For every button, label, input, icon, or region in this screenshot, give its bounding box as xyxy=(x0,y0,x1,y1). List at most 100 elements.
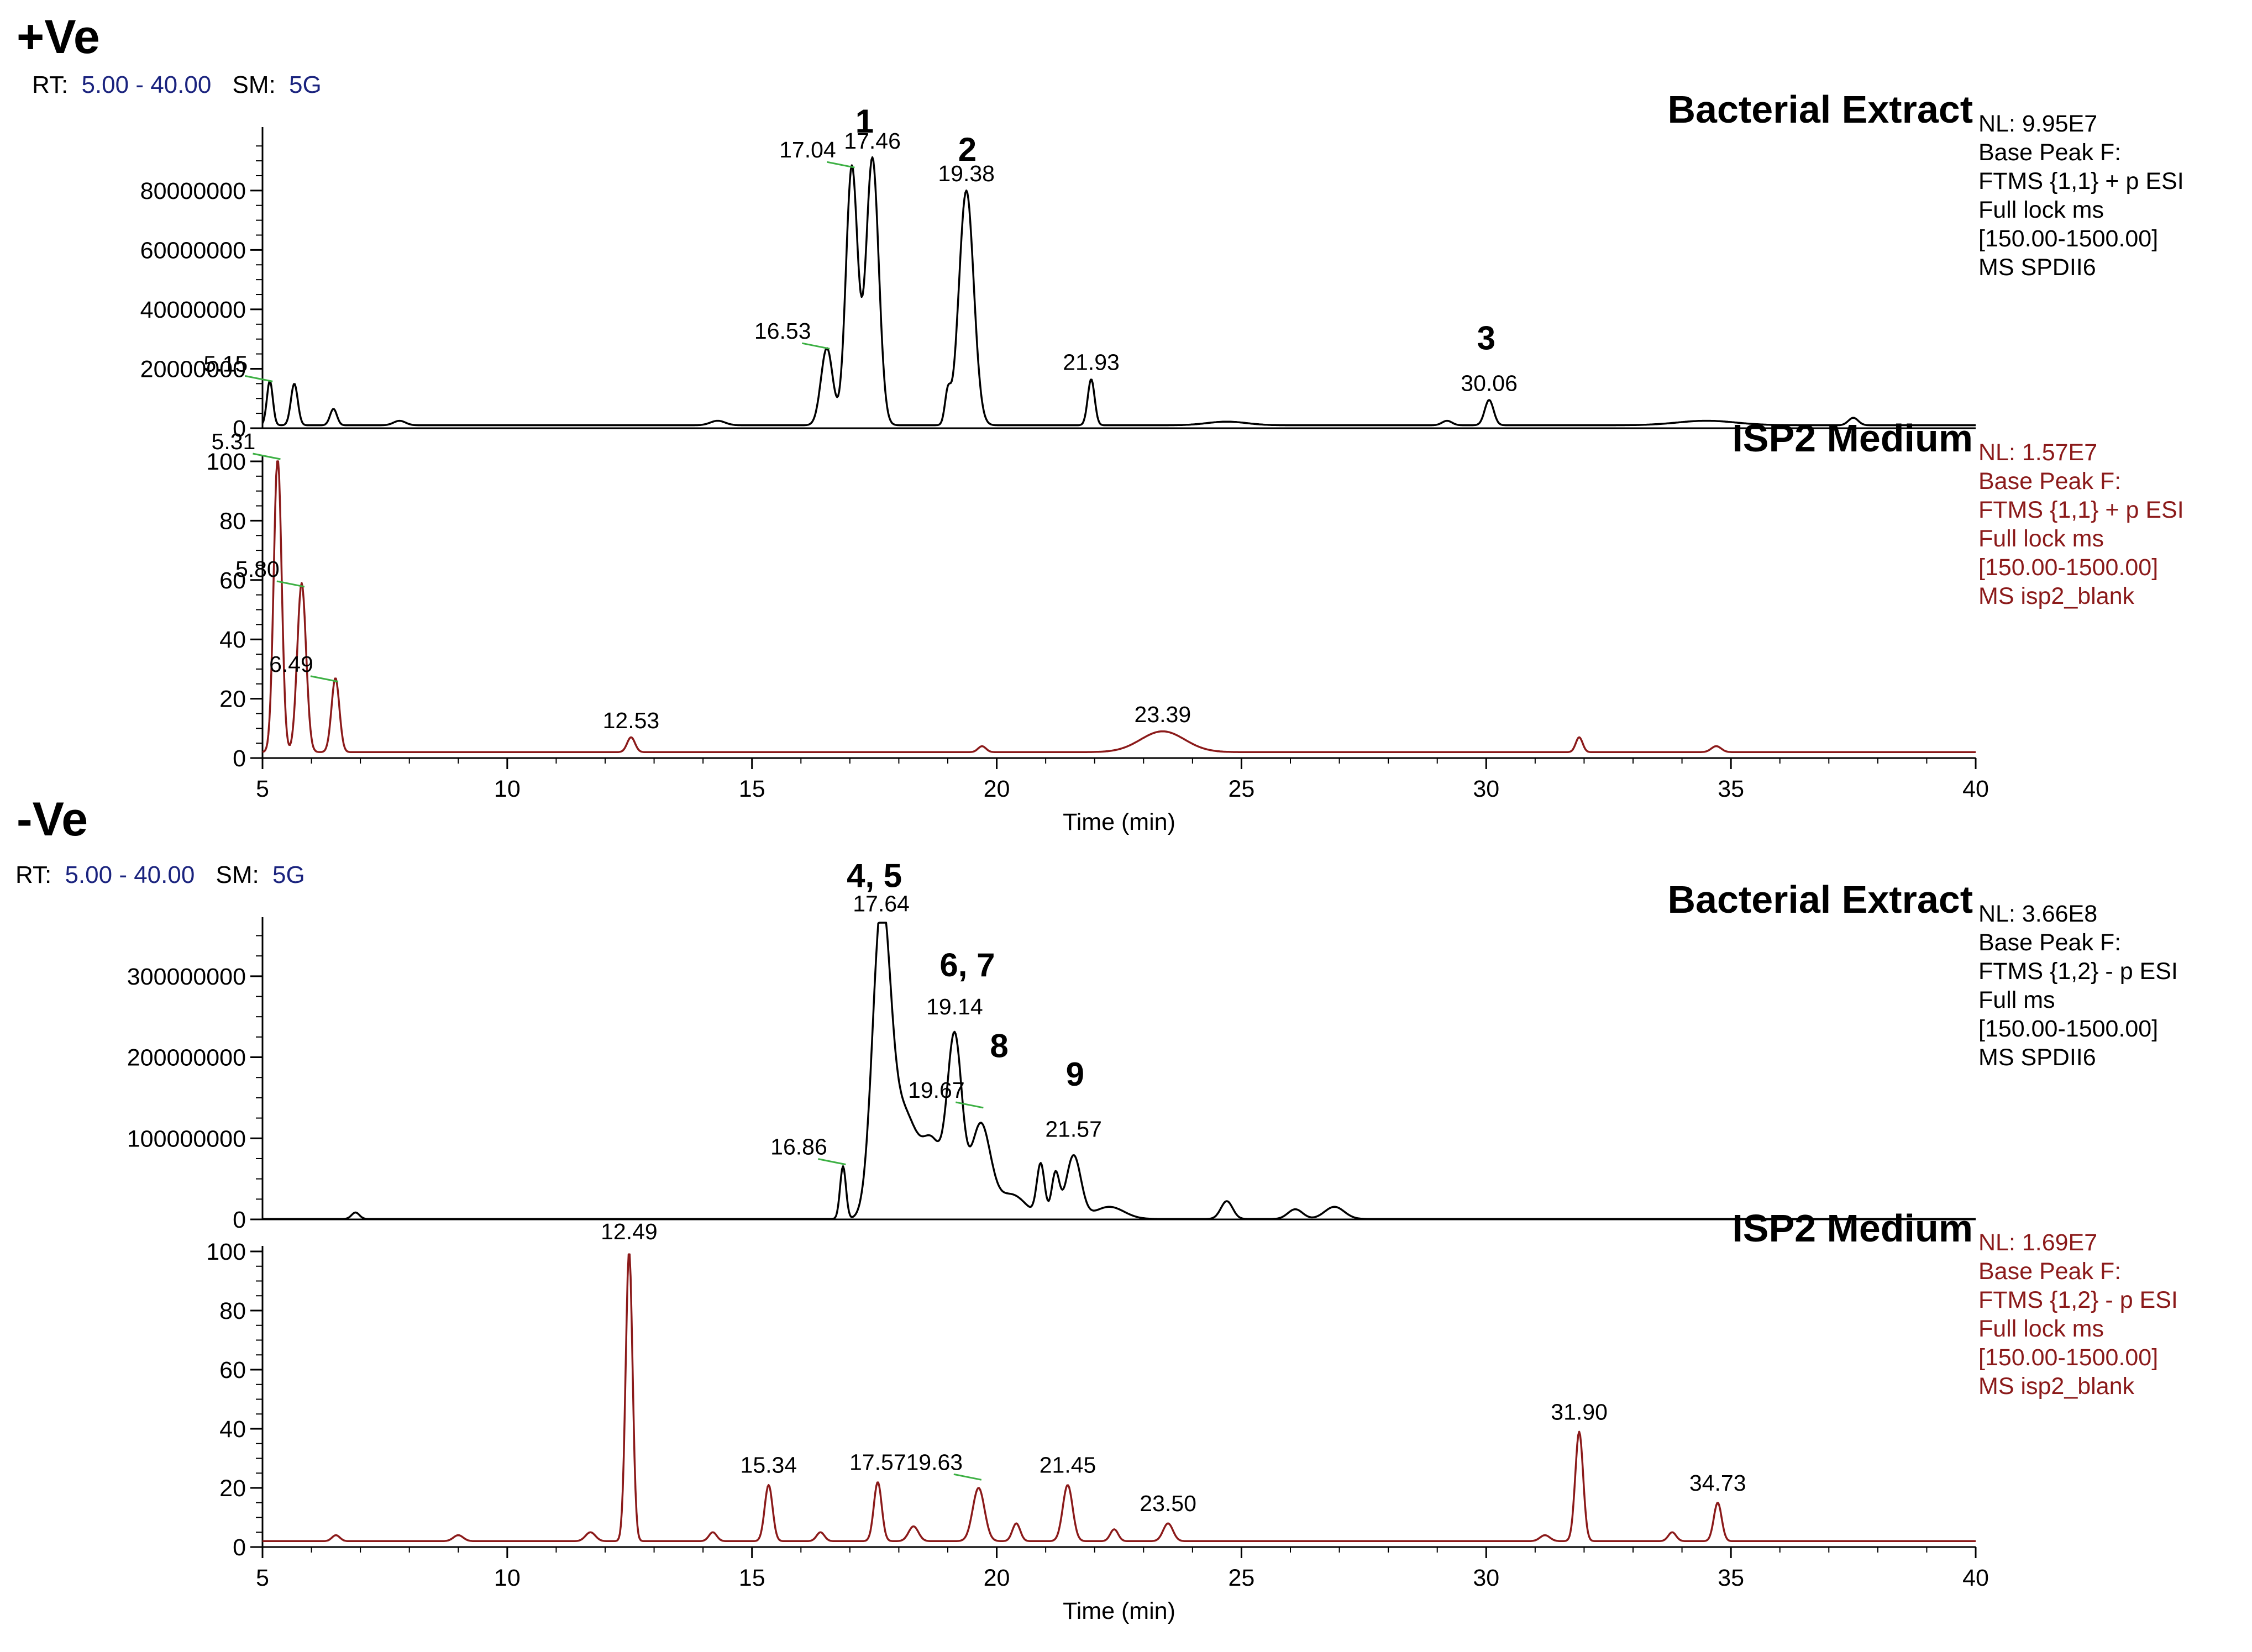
peak-rt-label: 17.04 xyxy=(779,137,836,162)
compound-number: 6, 7 xyxy=(939,946,995,983)
peak-label-leader xyxy=(953,1473,982,1481)
peak-label-leader xyxy=(956,1101,984,1109)
y-tick-label: 20 xyxy=(219,686,246,713)
peak-label-leader xyxy=(310,675,339,683)
peak-rt-label: 19.63 xyxy=(906,1449,963,1475)
y-tick-label: 40000000 xyxy=(140,297,246,323)
y-tick-label: 100 xyxy=(206,449,246,475)
compound-number: 8 xyxy=(990,1028,1008,1065)
scan-info-line: NL: 1.57E7 xyxy=(1978,439,2097,466)
mode-label-negative: -Ve xyxy=(17,793,88,846)
sm-value: 5G xyxy=(272,861,305,888)
peak-rt-label: 19.67 xyxy=(908,1077,965,1103)
x-tick-label: 10 xyxy=(494,776,521,802)
panel-positive-extract: 0 20000000 40000000 60000000 80000000 5.15 16.… xyxy=(140,88,2184,442)
panel-title: ISP2 Medium xyxy=(1732,417,1973,460)
peak-rt-label: 23.50 xyxy=(1140,1491,1196,1516)
y-tick-label: 60 xyxy=(219,567,246,594)
rt-key: RT: xyxy=(15,861,51,888)
peak-rt-label: 21.45 xyxy=(1040,1453,1096,1478)
scan-info-line: Base Peak F: xyxy=(1978,139,2121,166)
x-tick-label: 30 xyxy=(1473,776,1499,802)
panel-title: Bacterial Extract xyxy=(1667,88,1973,131)
y-tick-label: 40 xyxy=(219,627,246,653)
mode-label-positive: +Ve xyxy=(17,10,100,64)
x-tick-label: 30 xyxy=(1473,1565,1499,1591)
y-tick-label: 20 xyxy=(219,1475,246,1502)
scan-info-line: [150.00-1500.00] xyxy=(1978,225,2158,252)
y-tick-label: 200000000 xyxy=(127,1045,246,1071)
rt-key: RT: xyxy=(32,71,68,98)
y-tick-label: 0 xyxy=(233,1207,246,1233)
compound-number: 2 xyxy=(958,131,977,168)
scan-info-line: [150.00-1500.00] xyxy=(1978,1016,2158,1042)
panel-title: ISP2 Medium xyxy=(1732,1207,1973,1250)
peak-rt-label: 12.53 xyxy=(603,708,660,733)
rt-range: 5.00 - 40.00 xyxy=(81,71,211,98)
peak-rt-label: 31.90 xyxy=(1551,1399,1608,1424)
y-tick-label: 80 xyxy=(219,508,246,534)
y-tick-label: 0 xyxy=(233,745,246,772)
peak-rt-label: 19.38 xyxy=(938,161,995,186)
panel-negative-medium: 0 20 40 60 80 100 5 10 15 20 25 30 35 40 Time (min) 12.… xyxy=(206,1207,2178,1624)
x-tick-label: 35 xyxy=(1718,776,1744,802)
scan-info-line: Full lock ms xyxy=(1978,1316,2104,1342)
scan-info-line: FTMS {1,1} + p ESI xyxy=(1978,497,2184,523)
panel-negative-extract: 0 100000000 200000000 300000000 16.86 17.64 19… xyxy=(127,857,2178,1233)
x-tick-label: 25 xyxy=(1229,776,1255,802)
scan-info-line: NL: 1.69E7 xyxy=(1978,1229,2097,1256)
chromatogram-trace xyxy=(263,922,1976,1220)
y-tick-label: 60000000 xyxy=(140,237,246,264)
sm-key: SM: xyxy=(233,71,276,98)
x-tick-label: 40 xyxy=(1962,776,1989,802)
x-axis-label: Time (min) xyxy=(1063,809,1175,835)
x-tick-label: 20 xyxy=(984,1565,1010,1591)
x-tick-label: 15 xyxy=(739,1565,765,1591)
peak-label-leader xyxy=(253,453,281,460)
peak-rt-label: 23.39 xyxy=(1135,702,1191,727)
scan-info-line: Base Peak F: xyxy=(1978,1258,2121,1285)
scan-info-line: FTMS {1,1} + p ESI xyxy=(1978,168,2184,194)
x-tick-label: 40 xyxy=(1962,1565,1989,1591)
x-tick-label: 15 xyxy=(739,776,765,802)
x-tick-label: 10 xyxy=(494,1565,521,1591)
x-tick-label: 35 xyxy=(1718,1565,1744,1591)
chromatogram-trace xyxy=(263,1253,1976,1543)
y-tick-label: 40 xyxy=(219,1416,246,1443)
rt-header-positive: RT: 5.00 - 40.00 SM: 5G xyxy=(32,71,322,98)
peak-rt-label: 15.34 xyxy=(741,1453,797,1478)
y-tick-label: 100 xyxy=(206,1239,246,1265)
chromatogram-panels: 0200000004000000060000000800000005.1516.… xyxy=(127,88,2184,1624)
scan-info-line: Full ms xyxy=(1978,987,2055,1013)
peak-rt-label: 5.31 xyxy=(212,429,256,454)
compound-number: 3 xyxy=(1477,320,1495,357)
peak-rt-label: 21.93 xyxy=(1063,350,1120,375)
scan-info-line: Full lock ms xyxy=(1978,197,2104,223)
x-tick-label: 5 xyxy=(256,776,269,802)
scan-info-line: MS isp2_blank xyxy=(1978,1373,2135,1400)
rt-range: 5.00 - 40.00 xyxy=(65,861,195,888)
panel-title: Bacterial Extract xyxy=(1667,878,1973,921)
scan-info-line: Base Peak F: xyxy=(1978,468,2121,494)
peak-rt-label: 17.64 xyxy=(853,891,910,916)
compound-number: 4, 5 xyxy=(847,857,902,894)
x-axis-label: Time (min) xyxy=(1063,1598,1175,1624)
y-tick-label: 100000000 xyxy=(127,1125,246,1152)
panel-positive-medium: 0 20 40 60 80 100 5 10 15 20 25 30 35 40 Time (min) 5.3… xyxy=(206,417,2183,835)
scan-info-line: MS isp2_blank xyxy=(1978,583,2135,609)
peak-label-leader xyxy=(244,375,273,382)
sm-key: SM: xyxy=(216,861,259,888)
chromatogram-trace xyxy=(262,460,1976,754)
peak-rt-label: 21.57 xyxy=(1045,1116,1102,1141)
peak-label-leader xyxy=(801,342,830,350)
y-tick-label: 80 xyxy=(219,1298,246,1324)
peak-rt-label: 16.86 xyxy=(770,1134,827,1160)
peak-rt-label: 34.73 xyxy=(1689,1470,1746,1496)
peak-rt-label: 16.53 xyxy=(754,318,811,344)
compound-number: 9 xyxy=(1066,1056,1084,1093)
peak-rt-label: 17.46 xyxy=(844,128,901,154)
rt-header-negative: RT: 5.00 - 40.00 SM: 5G xyxy=(15,861,305,888)
y-tick-label: 60 xyxy=(219,1357,246,1383)
scan-info-line: FTMS {1,2} - p ESI xyxy=(1978,958,2178,985)
